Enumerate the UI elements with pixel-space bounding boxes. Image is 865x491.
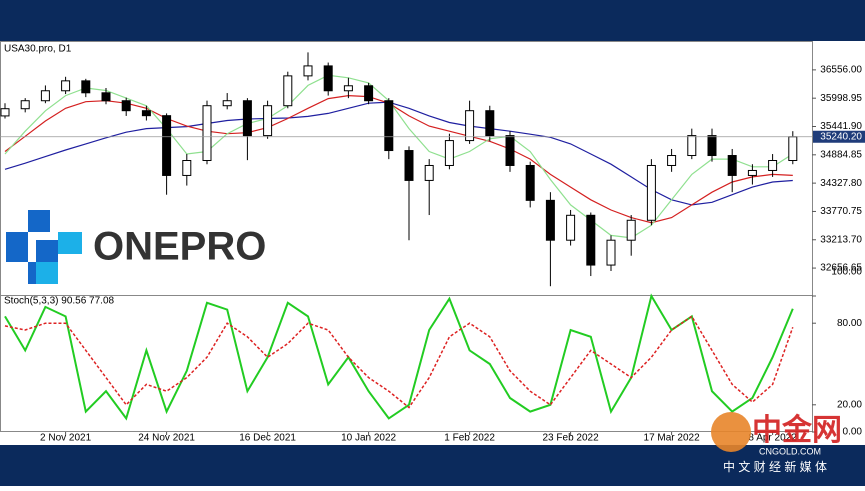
chart-title: USA30.pro, D1	[4, 44, 72, 55]
y-tick-label: 32656.65	[820, 263, 862, 274]
candle-body	[141, 110, 151, 117]
logo: ONEPRO	[6, 210, 266, 284]
candle-body	[364, 85, 374, 102]
candle-body	[222, 100, 232, 107]
y-tick-label: 33770.75	[820, 206, 862, 217]
y-tick-label: 100.00	[831, 267, 862, 278]
candle-body	[202, 105, 212, 162]
y-tick-label: 0.00	[843, 427, 863, 438]
x-tick-label: 24 Nov 2021	[138, 433, 195, 444]
candle-body	[505, 135, 515, 166]
x-tick-label: 23 Feb 2022	[543, 433, 600, 444]
last-price-label: 35240.20	[820, 131, 862, 142]
y-tick-label: 34327.80	[820, 178, 862, 189]
candle-body	[606, 239, 616, 266]
y-tick-label: 20.00	[837, 399, 862, 410]
x-tick-label: 17 Mar 2022	[644, 433, 701, 444]
candle-body	[747, 169, 757, 176]
watermark-name: 中金网	[752, 413, 842, 447]
logo-block	[28, 262, 36, 284]
candle-body	[0, 108, 10, 117]
candle-body	[768, 160, 778, 171]
logo-text: ONEPRO	[93, 225, 266, 269]
candle-body	[525, 164, 535, 201]
bottom-bar	[0, 445, 865, 486]
watermark: 中金网 CNGOLD.COM 中 文 财 经 新 媒 体	[711, 412, 842, 474]
watermark-slogan: 中 文 财 经 新 媒 体	[723, 459, 827, 474]
candle-body	[788, 136, 798, 162]
x-tick-label: 10 Jan 2022	[341, 433, 396, 444]
candle-body	[121, 100, 131, 112]
candle-body	[20, 100, 30, 110]
candle-body	[343, 85, 353, 92]
y-tick-label: 35998.95	[820, 93, 862, 104]
last-price-box	[813, 130, 865, 143]
candle-body	[444, 140, 454, 166]
candle-body	[586, 214, 596, 266]
line-series	[4, 293, 794, 421]
candle-body	[40, 90, 50, 102]
candle-body	[303, 65, 313, 77]
logo-block	[6, 232, 28, 262]
y-tick-label: 34884.85	[820, 149, 862, 160]
candle-body	[566, 214, 576, 241]
logo-block	[28, 210, 50, 232]
candle-body	[101, 92, 111, 102]
candle-body	[182, 160, 192, 176]
candle-body	[162, 115, 172, 176]
logo-block	[58, 232, 82, 254]
line-series	[4, 315, 794, 409]
chart-layer: 36556.00 35998.95 35441.90 34884.85 34327.80…	[0, 52, 865, 444]
watermark-domain: CNGOLD.COM	[759, 446, 821, 456]
plot-frame	[0, 41, 813, 432]
logo-block	[36, 240, 58, 262]
candle-body	[485, 110, 495, 137]
x-tick-label: 1 Feb 2022	[444, 433, 495, 444]
candle-body	[424, 164, 434, 181]
candle-body	[626, 219, 636, 241]
x-tick-label: 8 Apr 2022	[748, 433, 797, 444]
y-tick-label: 80.00	[837, 318, 862, 329]
candle-body	[667, 155, 677, 166]
candle-body	[465, 110, 475, 142]
watermark-coin	[711, 412, 751, 452]
logo-block	[36, 262, 58, 284]
y-tick-label: 33213.70	[820, 234, 862, 245]
line-series	[4, 101, 793, 206]
candle-body	[384, 100, 394, 152]
top-bar	[0, 0, 865, 41]
candle-body	[242, 100, 252, 137]
line-series	[4, 74, 794, 239]
y-tick-label: 35441.90	[820, 121, 862, 132]
candle-body	[283, 75, 293, 107]
x-tick-label: 16 Dec 2021	[239, 433, 296, 444]
candle-body	[687, 135, 697, 157]
candle-body	[404, 150, 414, 181]
y-tick-label: 36556.00	[820, 65, 862, 76]
candle-body	[646, 164, 656, 221]
candle-body	[323, 65, 333, 92]
candle-body	[81, 80, 91, 94]
stoch-title: Stoch(5,3,3) 90.56 77.08	[4, 296, 115, 307]
candle-body	[263, 105, 273, 137]
candle-body	[545, 199, 555, 241]
x-tick-label: 2 Nov 2021	[40, 433, 92, 444]
candle-body	[61, 80, 71, 92]
line-series	[4, 94, 793, 224]
candle-body	[727, 155, 737, 176]
candle-body	[707, 135, 717, 157]
